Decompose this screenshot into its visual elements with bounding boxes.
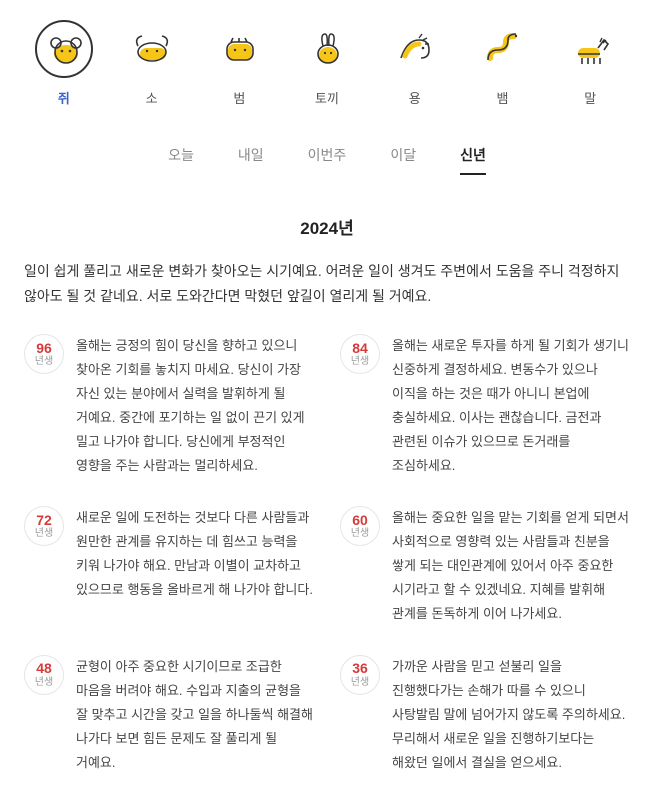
zodiac-label: 범 bbox=[233, 88, 245, 107]
zodiac-dragon[interactable]: 용 bbox=[375, 20, 455, 107]
tab-0[interactable]: 오늘 bbox=[168, 145, 194, 175]
intro-text: 일이 쉽게 풀리고 새로운 변화가 찾아오는 시기예요. 어려운 일이 생겨도 … bbox=[24, 259, 630, 308]
zodiac-label: 뱀 bbox=[496, 88, 508, 107]
fortune-text: 올해는 새로운 투자를 하게 될 기회가 생기니 신중하게 결정하세요. 변동수… bbox=[392, 334, 630, 478]
fortune-text: 올해는 중요한 일을 맡는 기회를 얻게 되면서 사회적으로 영향력 있는 사람… bbox=[392, 506, 630, 626]
birth-year-badge: 60 년생 bbox=[340, 506, 380, 546]
zodiac-label: 말 bbox=[584, 88, 596, 107]
birth-year-badge: 72 년생 bbox=[24, 506, 64, 546]
fortune-entries: 96 년생 올해는 긍정의 힘이 당신을 향하고 있으니 찾아온 기회를 놓치지… bbox=[24, 334, 630, 775]
fortune-entry: 48 년생 균형이 아주 중요한 시기이므로 조급한 마음을 버려야 해요. 수… bbox=[24, 655, 314, 775]
fortune-entry: 96 년생 올해는 긍정의 힘이 당신을 향하고 있으니 찾아온 기회를 놓치지… bbox=[24, 334, 314, 478]
birth-year-badge: 36 년생 bbox=[340, 655, 380, 695]
zodiac-label: 용 bbox=[409, 88, 421, 107]
dragon-icon bbox=[386, 20, 444, 78]
fortune-text: 균형이 아주 중요한 시기이므로 조급한 마음을 버려야 해요. 수입과 지출의… bbox=[76, 655, 314, 775]
ox-icon bbox=[123, 20, 181, 78]
birth-year-badge: 84 년생 bbox=[340, 334, 380, 374]
fortune-text: 올해는 긍정의 힘이 당신을 향하고 있으니 찾아온 기회를 놓치지 마세요. … bbox=[76, 334, 314, 478]
zodiac-row: 쥐 소 범 토끼 용 뱀 bbox=[24, 20, 630, 107]
zodiac-ox[interactable]: 소 bbox=[112, 20, 192, 107]
fortune-entry: 60 년생 올해는 중요한 일을 맡는 기회를 얻게 되면서 사회적으로 영향력… bbox=[340, 506, 630, 626]
zodiac-rabbit[interactable]: 토끼 bbox=[287, 20, 367, 107]
rabbit-icon bbox=[298, 20, 356, 78]
fortune-entry: 84 년생 올해는 새로운 투자를 하게 될 기회가 생기니 신중하게 결정하세… bbox=[340, 334, 630, 478]
snake-icon bbox=[473, 20, 531, 78]
zodiac-snake[interactable]: 뱀 bbox=[463, 20, 543, 107]
fortune-entry: 72 년생 새로운 일에 도전하는 것보다 다른 사람들과 원만한 관계를 유지… bbox=[24, 506, 314, 626]
birth-year-badge: 96 년생 bbox=[24, 334, 64, 374]
zodiac-label: 토끼 bbox=[315, 88, 339, 107]
tab-3[interactable]: 이달 bbox=[390, 145, 416, 175]
tab-4[interactable]: 신년 bbox=[460, 145, 486, 175]
zodiac-label: 쥐 bbox=[58, 88, 70, 107]
fortune-text: 새로운 일에 도전하는 것보다 다른 사람들과 원만한 관계를 유지하는 데 힘… bbox=[76, 506, 314, 626]
horse-icon bbox=[561, 20, 619, 78]
rat-icon bbox=[35, 20, 93, 78]
birth-year-badge: 48 년생 bbox=[24, 655, 64, 695]
zodiac-label: 소 bbox=[146, 88, 158, 107]
zodiac-tiger[interactable]: 범 bbox=[199, 20, 279, 107]
tiger-icon bbox=[210, 20, 268, 78]
tab-2[interactable]: 이번주 bbox=[308, 145, 347, 175]
fortune-entry: 36 년생 가까운 사람을 믿고 섣불리 일을 진행했다가는 손해가 따를 수 … bbox=[340, 655, 630, 775]
zodiac-rat[interactable]: 쥐 bbox=[24, 20, 104, 107]
zodiac-horse[interactable]: 말 bbox=[550, 20, 630, 107]
year-title: 2024년 bbox=[24, 214, 630, 239]
fortune-text: 가까운 사람을 믿고 섣불리 일을 진행했다가는 손해가 따를 수 있으니 사탕… bbox=[392, 655, 630, 775]
period-tabs: 오늘 내일 이번주 이달 신년 bbox=[24, 131, 630, 186]
tab-1[interactable]: 내일 bbox=[238, 145, 264, 175]
